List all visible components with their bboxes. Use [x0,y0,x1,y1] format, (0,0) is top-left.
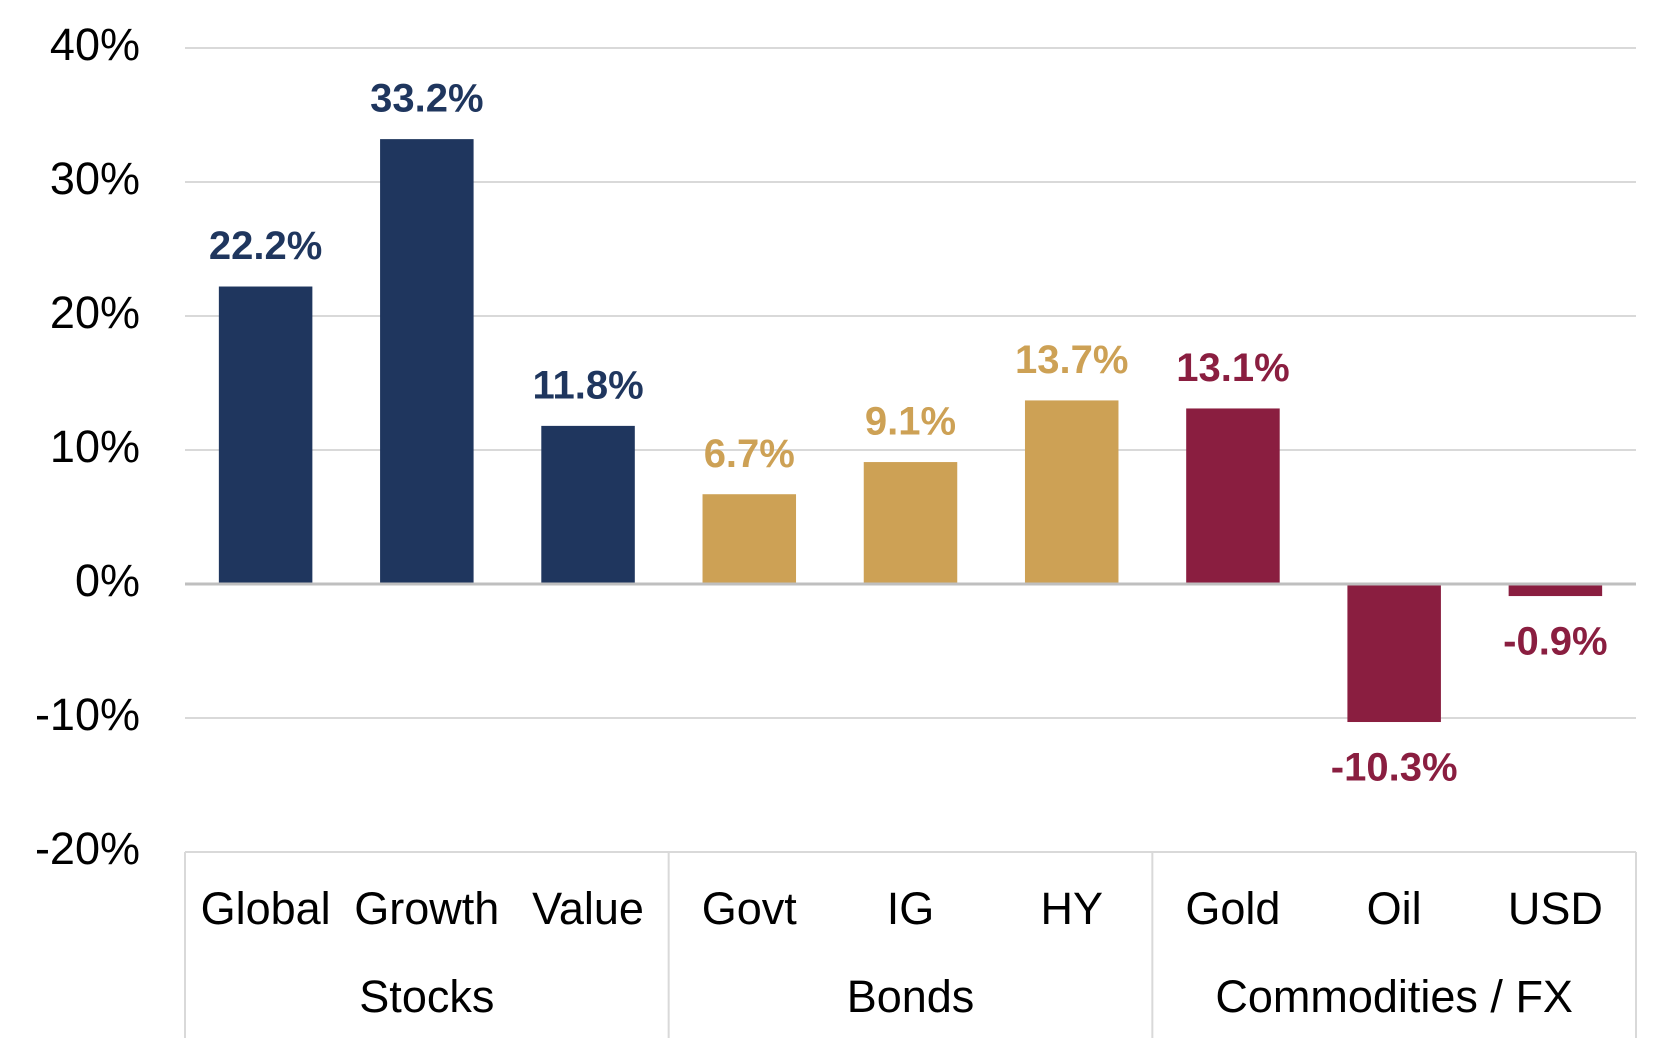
bar [218,286,313,584]
bar [863,462,958,584]
x-tick-label: Growth [354,883,499,934]
bar [380,139,474,584]
data-label: 33.2% [370,77,483,121]
data-label: 22.2% [209,224,322,268]
x-tick-label: Global [201,883,331,934]
x-tick-label: Gold [1185,883,1280,934]
group-label: Commodities / FX [1215,971,1573,1022]
y-tick-label: 40% [50,19,140,70]
data-label: 11.8% [532,363,643,407]
bar [1508,584,1603,597]
y-tick-label: 30% [50,153,140,204]
bar [1347,584,1441,723]
data-label: 13.1% [1176,346,1289,390]
data-label: 13.7% [1015,338,1128,382]
data-label: -0.9% [1503,620,1608,664]
data-label: 9.1% [865,400,956,444]
bar [1186,408,1280,584]
y-tick-label: -20% [35,823,140,874]
x-tick-label: USD [1508,883,1603,934]
y-tick-label: 0% [75,555,140,606]
x-tick-label: Value [532,883,644,934]
y-tick-label: 10% [50,421,140,472]
x-tick-label: IG [887,883,935,934]
x-tick-label: HY [1040,883,1103,934]
y-tick-label: -10% [35,689,140,740]
x-tick-label: Oil [1367,883,1422,934]
data-label: -10.3% [1331,746,1458,790]
y-tick-label: 20% [50,287,140,338]
group-label: Stocks [359,971,494,1022]
data-label: 6.7% [704,432,795,476]
x-tick-label: Govt [702,883,798,934]
group-label: Bonds [847,971,975,1022]
bar [541,425,635,584]
bar [1024,400,1119,584]
bar [702,494,797,584]
